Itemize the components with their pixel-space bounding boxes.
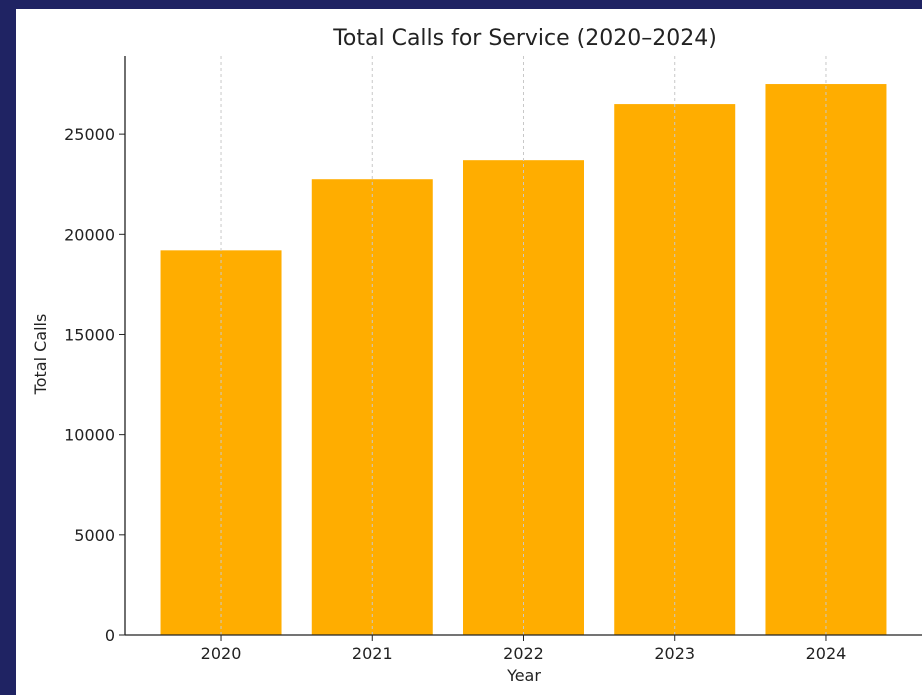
chart-title: Total Calls for Service (2020–2024) <box>332 26 717 51</box>
bar-chart: Total Calls for Service (2020–2024) 0 500… <box>31 26 922 685</box>
chart-panel: Total Calls for Service (2020–2024) 0 500… <box>16 9 922 695</box>
x-tick-label-2024: 2024 <box>806 644 847 663</box>
x-tick-label-2023: 2023 <box>654 644 695 663</box>
axis-layer: 0 5000 10000 15000 20000 25000 2020 2021 2022 202… <box>64 56 922 663</box>
y-tick-label-0: 0 <box>105 626 115 645</box>
y-tick-label-10000: 10000 <box>64 426 115 445</box>
y-tick-label-25000: 25000 <box>64 125 115 144</box>
y-tick-label-20000: 20000 <box>64 225 115 244</box>
y-tick-label-15000: 15000 <box>64 325 115 344</box>
y-tick-label-5000: 5000 <box>74 526 115 545</box>
grid-layer <box>220 56 827 635</box>
y-axis-label: Total Calls <box>31 314 50 396</box>
x-axis-label: Year <box>506 666 541 685</box>
x-tick-label-2020: 2020 <box>201 644 242 663</box>
x-tick-label-2021: 2021 <box>352 644 393 663</box>
x-tick-label-2022: 2022 <box>503 644 544 663</box>
